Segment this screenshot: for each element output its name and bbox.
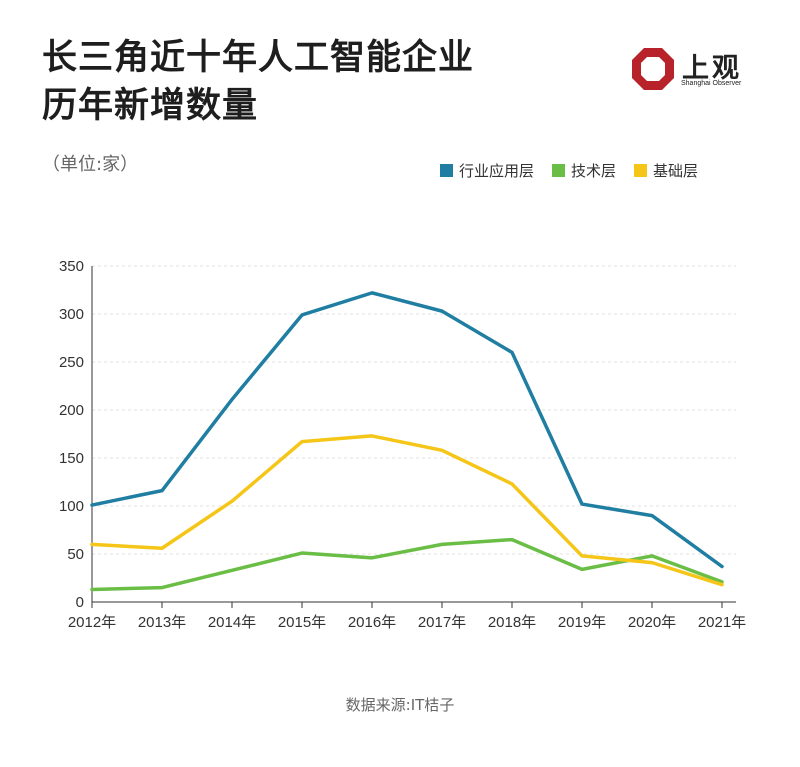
data-point [580,554,584,558]
legend-swatch [634,164,648,177]
x-tick-label: 2017年 [418,614,466,631]
logo-subtitle: Shanghai Observer [681,80,742,87]
legend-swatch [552,164,566,177]
legend-label: 行业应用层 [459,162,535,180]
legend-label: 技术层 [571,162,617,180]
unit-label: （单位:家） [42,154,139,175]
x-tick-label: 2019年 [558,614,606,631]
data-point [300,313,304,317]
data-point [510,482,514,486]
legend: 行业应用层 技术层 基础层 [440,160,698,181]
data-point [370,291,374,295]
y-tick-label: 150 [59,450,84,467]
data-point [160,586,164,590]
data-point [440,448,444,452]
data-point [160,546,164,550]
data-point [720,583,724,587]
data-point [720,564,724,568]
y-tick-label: 0 [76,594,84,611]
series-line [90,537,724,592]
series-line [90,291,724,569]
data-point [510,538,514,542]
data-point [650,514,654,518]
legend-label: 基础层 [653,162,699,180]
data-point [650,561,654,565]
data-point [440,542,444,546]
data-point [230,397,234,401]
data-point [230,568,234,572]
x-tick-label: 2015年 [278,614,326,631]
logo-octagon-icon [632,48,674,90]
x-tick-label: 2021年 [698,614,746,631]
title-line-2: 历年新增数量 [42,86,259,126]
data-point [370,556,374,560]
data-point [300,440,304,444]
x-tick-label: 2012年 [68,614,116,631]
data-point [580,567,584,571]
data-source: 数据来源:IT桔子 [345,696,455,714]
data-point [90,542,94,546]
data-point [90,503,94,507]
x-tick-label: 2013年 [138,614,186,631]
data-point [440,309,444,313]
y-tick-label: 350 [59,258,84,275]
y-tick-label: 50 [67,546,84,563]
y-tick-label: 200 [59,402,84,419]
chart-title: 长三角近十年人工智能企业 历年新增数量 [42,34,474,130]
data-point [90,588,94,592]
logo-name: 上观 [682,53,742,84]
x-tick-label: 2016年 [348,614,396,631]
data-point [230,499,234,503]
data-point [300,551,304,555]
data-point [370,434,374,438]
legend-swatch [440,164,453,177]
legend-item: 技术层 [552,160,616,181]
y-tick-label: 300 [59,306,84,323]
data-point [720,580,724,584]
shanghai-observer-logo: 上观 Shanghai Observer [630,46,760,92]
data-point [650,554,654,558]
data-point [160,489,164,493]
data-point [510,350,514,354]
legend-item: 行业应用层 [440,160,534,181]
y-tick-label: 250 [59,354,84,371]
x-tick-label: 2020年 [628,614,676,631]
x-tick-label: 2018年 [488,614,536,631]
legend-item: 基础层 [634,160,698,181]
y-tick-label: 100 [59,498,84,515]
data-point [580,502,584,506]
series-line [90,434,724,587]
title-line-1: 长三角近十年人工智能企业 [42,38,475,78]
x-tick-label: 2014年 [208,614,256,631]
